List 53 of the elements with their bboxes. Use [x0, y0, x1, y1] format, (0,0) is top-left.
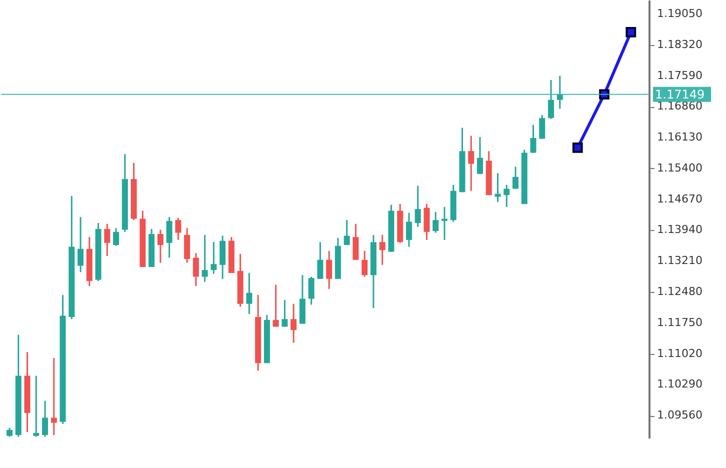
candlestick [362, 250, 368, 278]
candlestick [504, 184, 510, 208]
candlestick [42, 400, 48, 438]
y-tick-label: 1.10290 [657, 378, 702, 391]
y-tick-label: 1.14670 [657, 192, 702, 206]
candlestick [352, 223, 359, 261]
candlestick [539, 114, 546, 140]
candlestick [308, 276, 314, 306]
candlestick [192, 252, 199, 287]
candlestick [202, 234, 208, 283]
y-tick-label: 1.16860 [657, 100, 702, 113]
candlestick [272, 284, 279, 328]
candlestick [441, 206, 448, 241]
candlestick [157, 229, 164, 264]
candlestick [33, 375, 40, 438]
candlestick [317, 241, 324, 280]
y-tick-label: 1.09560 [657, 408, 702, 422]
candlestick [414, 185, 421, 228]
candlestick [512, 166, 518, 190]
y-tick-label: 1.18320 [657, 38, 702, 51]
candlestick [50, 357, 57, 436]
y-tick-label: 1.12480 [657, 285, 702, 298]
candlestick [246, 272, 252, 315]
ref-line-label: 1.17149 [655, 87, 705, 102]
y-tick-label: 1.13940 [657, 223, 702, 236]
candlestick [548, 79, 554, 120]
candlestick [468, 135, 474, 192]
candlestick [210, 241, 217, 275]
candlestick [166, 216, 172, 258]
candlestick [432, 211, 439, 234]
candlestick [290, 303, 297, 344]
y-tick-label: 1.13210 [657, 254, 702, 268]
candlestick [175, 217, 182, 241]
candlestick [344, 219, 350, 246]
candlestick [282, 299, 288, 328]
point [626, 26, 636, 38]
candlestick [406, 212, 412, 248]
y-tick-label: 1.11020 [657, 346, 702, 360]
y-tick-label: 1.11750 [657, 316, 702, 329]
candlestick [476, 136, 483, 175]
candlestick [556, 75, 563, 110]
y-tick-label: 1.19050 [657, 6, 702, 20]
y-tick-label: 1.16130 [657, 130, 702, 144]
candlestick [113, 227, 120, 247]
candlestick [494, 172, 501, 203]
point [572, 142, 583, 153]
y-tick-label: 1.17590 [657, 68, 702, 82]
y-tick-label: 1.15400 [657, 161, 702, 174]
candlestick [104, 223, 110, 257]
candlestick [530, 124, 536, 154]
candlestick [326, 250, 332, 290]
candlestick [379, 234, 386, 266]
candlestick [78, 216, 84, 273]
